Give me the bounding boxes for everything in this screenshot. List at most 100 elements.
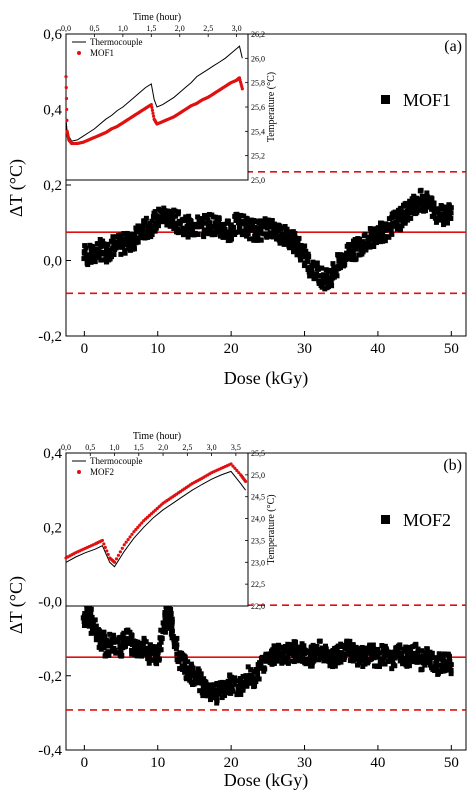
series-MOF1 xyxy=(81,187,454,292)
data-point xyxy=(290,648,296,654)
x-tick-label: 40 xyxy=(370,755,385,771)
data-point xyxy=(102,633,108,639)
data-point xyxy=(447,665,453,671)
data-point xyxy=(228,236,234,242)
data-point xyxy=(159,209,165,215)
data-point xyxy=(240,673,246,679)
data-point xyxy=(121,231,127,237)
data-point xyxy=(173,223,179,229)
data-point xyxy=(272,227,278,233)
data-point xyxy=(107,631,113,637)
inset-x-tick-label: 3,0 xyxy=(232,24,242,33)
inset-y-tick-label: 26,2 xyxy=(251,30,265,39)
data-point xyxy=(278,234,284,240)
data-point xyxy=(181,666,187,672)
data-point xyxy=(96,254,102,260)
data-point xyxy=(133,647,139,653)
data-point xyxy=(187,673,193,679)
data-point xyxy=(408,201,414,207)
data-point xyxy=(224,234,230,240)
data-point xyxy=(282,649,288,655)
data-point xyxy=(93,623,99,629)
inset-y-tick-label: 25,6 xyxy=(251,103,265,112)
data-point xyxy=(155,223,161,229)
data-point xyxy=(251,236,257,242)
data-point xyxy=(398,213,404,219)
data-point xyxy=(418,187,424,193)
data-point xyxy=(156,642,162,648)
data-point xyxy=(316,273,322,279)
data-point xyxy=(444,663,450,669)
data-point xyxy=(221,684,227,690)
data-point xyxy=(152,228,158,234)
data-point xyxy=(149,657,155,663)
data-point xyxy=(153,644,159,650)
data-point xyxy=(368,650,374,656)
data-point xyxy=(129,632,135,638)
data-point xyxy=(403,644,409,650)
data-point xyxy=(316,657,322,663)
data-point xyxy=(245,230,251,236)
inset-data-point xyxy=(136,525,140,529)
x-tick-label: 10 xyxy=(150,755,165,771)
data-point xyxy=(238,212,244,218)
inset-data-point xyxy=(114,557,119,561)
data-point xyxy=(248,667,254,673)
data-point xyxy=(424,190,430,196)
data-point xyxy=(371,655,377,661)
data-point xyxy=(123,643,129,649)
legend: MOF1 xyxy=(381,90,451,110)
data-point xyxy=(250,227,256,233)
data-point xyxy=(101,639,107,645)
data-point xyxy=(227,231,233,237)
data-point xyxy=(116,238,122,244)
data-point xyxy=(105,241,111,247)
inset-y-tick-label: 26,0 xyxy=(251,54,265,63)
data-point xyxy=(111,242,117,248)
data-point xyxy=(214,681,220,687)
data-point xyxy=(191,224,197,230)
data-point xyxy=(247,236,253,242)
data-point xyxy=(118,242,124,248)
data-point xyxy=(185,672,191,678)
inset-data-point xyxy=(65,118,69,122)
inset-data-point xyxy=(149,102,153,107)
inset-chart: 0,0 0,5 1,0 1,5 2,0 2,5 3,0 Time (hour) 25,0 25,2… xyxy=(61,12,277,185)
data-point xyxy=(419,648,425,654)
data-point xyxy=(434,662,440,668)
data-point xyxy=(335,649,341,655)
data-point xyxy=(390,220,396,226)
x-tick-label: 20 xyxy=(224,755,239,771)
data-point xyxy=(355,646,361,652)
data-point xyxy=(188,661,194,667)
inset-data-point xyxy=(128,535,132,539)
data-point xyxy=(171,225,177,231)
data-point xyxy=(155,216,161,222)
data-point xyxy=(235,684,241,690)
inset-data-point xyxy=(243,479,248,484)
data-point xyxy=(431,201,437,207)
inset-y-axis-label: Temperature (°C) xyxy=(266,494,277,564)
inset-data-point xyxy=(237,471,241,475)
data-point xyxy=(89,621,95,627)
data-point xyxy=(394,226,400,232)
data-point xyxy=(447,213,453,219)
data-point xyxy=(216,216,222,222)
data-point xyxy=(404,212,410,218)
inset-x-tick-label: 0,5 xyxy=(85,443,95,452)
inset-data-point xyxy=(102,542,106,546)
data-point xyxy=(158,647,164,653)
data-point xyxy=(169,216,175,222)
data-point xyxy=(228,680,234,686)
data-point xyxy=(444,667,450,673)
inset-data-point xyxy=(231,464,235,468)
panel-label: (a) xyxy=(444,38,462,55)
data-point xyxy=(388,228,394,234)
data-point xyxy=(390,661,396,667)
data-point xyxy=(413,643,419,649)
data-point xyxy=(245,227,251,233)
data-point xyxy=(111,632,117,638)
inset-y-tick-label: 25,2 xyxy=(251,152,265,161)
data-point xyxy=(335,252,341,258)
data-point xyxy=(85,606,91,612)
